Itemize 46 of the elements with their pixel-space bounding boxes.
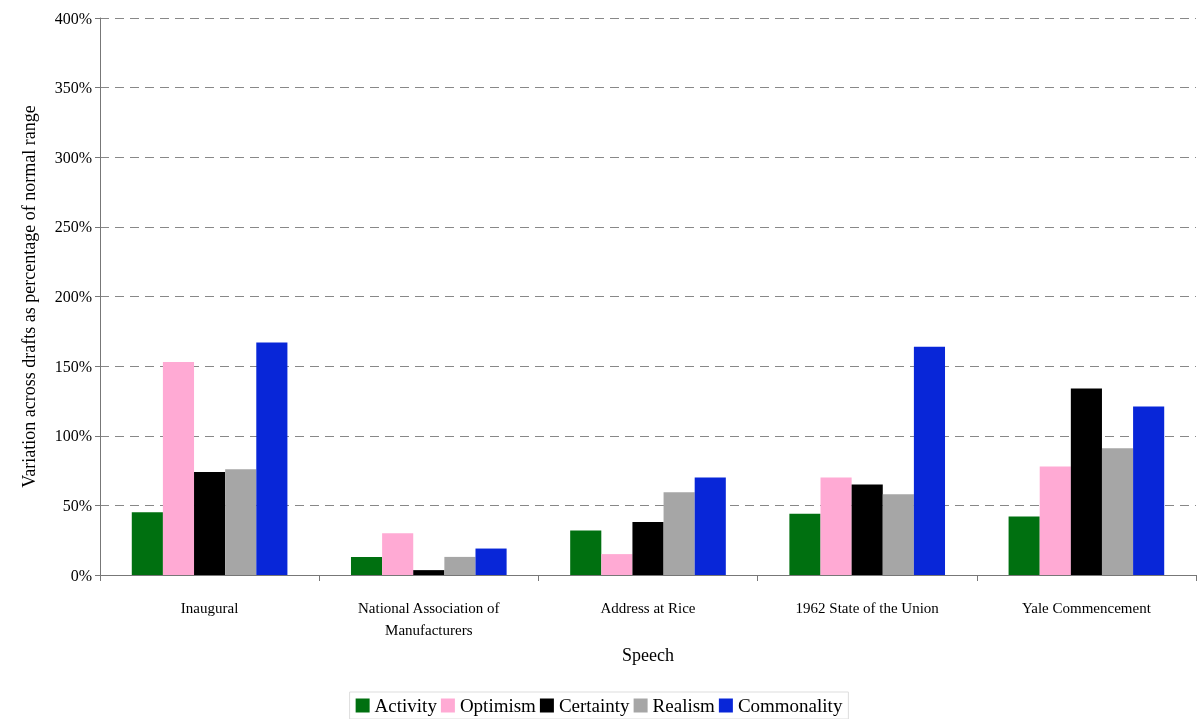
bar (225, 469, 257, 575)
bar (820, 477, 852, 575)
bar (601, 554, 633, 575)
bar (1101, 448, 1134, 575)
y-tick-label: 200% (54, 288, 92, 305)
y-tick-label: 100% (54, 427, 92, 445)
bar (162, 361, 195, 575)
bar (913, 346, 946, 575)
bar (194, 471, 226, 575)
y-tick-label: 50% (62, 496, 92, 514)
bar (694, 477, 726, 575)
x-tick-label: Yale Commencement (1021, 600, 1152, 616)
y-tick-label: 400% (54, 9, 92, 27)
bar (570, 530, 602, 575)
legend-label: Activity (374, 695, 438, 716)
x-tick-label: Address at Rice (600, 600, 696, 616)
bar (1070, 388, 1102, 575)
x-axis-title: Speech (622, 644, 674, 665)
y-tick-label: 300% (54, 148, 92, 166)
y-tick-label: 150% (54, 357, 92, 375)
y-tick-label: 250% (54, 218, 92, 236)
bar (413, 570, 445, 575)
bar (131, 512, 163, 575)
legend-label: Certainty (558, 695, 631, 716)
bar (1008, 516, 1040, 575)
bar (256, 342, 288, 575)
x-tick-label: Inaugural (180, 600, 239, 616)
bar (1039, 466, 1071, 575)
bar (663, 492, 695, 575)
bar (350, 556, 383, 575)
x-tick-label: National Association of Manufacturers (357, 600, 500, 638)
legend-label: Optimism (459, 695, 537, 716)
y-axis-title: Variation across drafts as percentage of normal range (19, 105, 39, 488)
legend-label: Commonality (737, 695, 843, 716)
y-tick-label: 0% (70, 566, 92, 584)
bar (851, 484, 883, 575)
bar (632, 522, 664, 575)
bar (475, 548, 507, 575)
bar (882, 494, 914, 575)
y-tick-label: 350% (54, 79, 92, 97)
bar (382, 533, 414, 575)
bar (789, 513, 821, 575)
bar (1133, 406, 1165, 575)
legend-label: Realism (652, 695, 716, 716)
x-tick-label: 1962 State of the Union (795, 600, 940, 616)
bar (444, 556, 476, 575)
